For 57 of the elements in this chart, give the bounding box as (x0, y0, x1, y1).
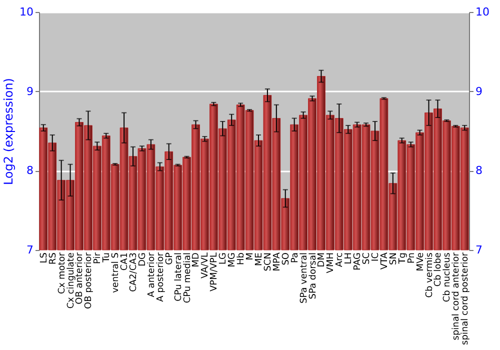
y2-tick-label: 9 (476, 84, 482, 98)
x-tick-label: RS (48, 252, 58, 264)
x-tick-label: Hb (236, 252, 247, 265)
y-tick-label: 7 (26, 244, 34, 256)
x-tick-label: OB posterior (84, 252, 94, 310)
x-tick-label: CA1 (120, 252, 130, 271)
x-tick-label: MD (192, 252, 202, 268)
x-tick-label: Cx motor (57, 252, 68, 294)
x-tick-label: MG (228, 252, 238, 268)
x-tick-label: DM (317, 252, 328, 268)
x-tick-label: VTA (380, 252, 390, 270)
y-tick-label: 8 (26, 164, 34, 178)
x-tick-label: VPM/VPL (210, 252, 220, 292)
x-tick-label: LG (218, 252, 229, 264)
x-tick-label: MVe (416, 252, 426, 272)
x-tick-label: SC (362, 252, 372, 264)
y-axis-title: Log2 (expression) (2, 78, 16, 185)
x-tick-label: OB anterior (75, 252, 86, 304)
x-tick-label: SO (281, 252, 292, 266)
x-tick-label: Tu (102, 252, 112, 264)
y-tick-label: 9 (26, 84, 34, 98)
x-tick-label: SPa ventral (299, 252, 310, 304)
y2-tick-label: 8 (476, 164, 482, 178)
x-tick-label: Pn (406, 252, 417, 264)
y2-tick-label: 7 (476, 244, 482, 256)
x-tick-label: A posterior (156, 252, 166, 302)
x-tick-label: IC (370, 252, 381, 262)
x-tick-label: VA/VL (200, 252, 211, 278)
x-tick-label: Pa (290, 252, 300, 264)
x-tick-label: Pir (93, 252, 104, 264)
x-tick-label: SCN (263, 252, 274, 272)
x-tick-label: ME (254, 252, 264, 266)
x-tick-label: Arc (335, 252, 346, 268)
y-tick-label: 10 (20, 6, 34, 18)
x-tick-label: PAG (353, 252, 364, 270)
x-tick-label: SN (388, 252, 399, 265)
x-tick-label: CA2/CA3 (129, 252, 140, 292)
x-tick-label: spinal cord posterior (460, 252, 471, 345)
y2-tick-label: 10 (476, 6, 490, 18)
x-tick-label: ventral S (111, 252, 122, 293)
x-tick-label: GP (164, 252, 175, 265)
x-tick-label: Cb vermis (424, 252, 435, 298)
x-tick-label: A anterior (146, 252, 157, 298)
x-tick-label: Tg (398, 252, 408, 265)
x-tick-label: spinal cord anterior (452, 252, 462, 340)
x-tick-label: LS (39, 252, 50, 264)
x-tick-label: SPa dorsal (308, 252, 318, 300)
x-tick-label: VMH (326, 252, 336, 274)
x-tick-label: Cb lobe (434, 252, 444, 287)
x-tick-label: LH (344, 252, 354, 264)
x-tick-label: CPu lateral (174, 252, 184, 302)
x-tick-label: M (246, 252, 256, 260)
x-tick-label: Cx cingulate (66, 252, 76, 309)
x-tick-label: DG (138, 252, 148, 266)
x-tick-label: Cb nucleus (442, 252, 453, 302)
x-tick-label: MPA (272, 252, 282, 272)
x-tick-label: CPu medial (182, 252, 193, 304)
